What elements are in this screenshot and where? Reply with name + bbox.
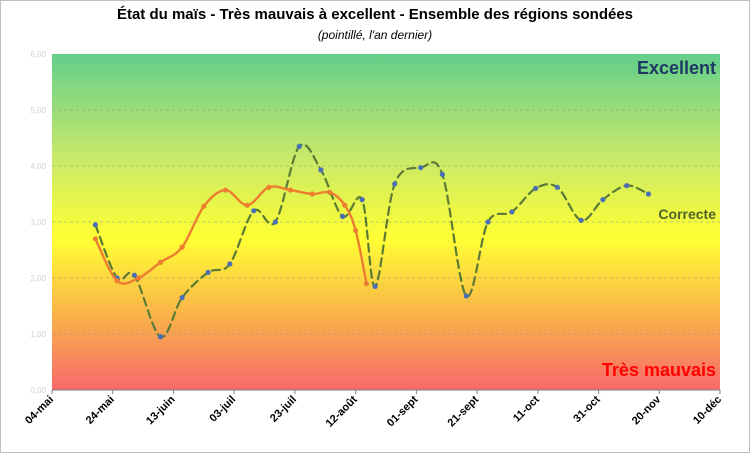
y-tick-label: 3,00	[30, 218, 46, 227]
data-point-last-year	[359, 197, 365, 203]
data-point-current	[157, 259, 164, 265]
data-point-current	[327, 189, 333, 195]
series-line-last-year	[94, 143, 650, 338]
x-axis-ticks: 04-mai 24-mai 13-juin 03-juil 23-juil 12-août…	[23, 390, 724, 430]
y-tick-label: 4,00	[30, 162, 46, 171]
data-point-last-year	[251, 208, 257, 214]
x-tick-label: 24-mai	[84, 394, 117, 427]
data-point-current	[114, 278, 120, 284]
data-point-last-year	[645, 191, 652, 197]
data-point-last-year	[92, 222, 98, 228]
data-point-last-year	[533, 185, 539, 191]
data-point-last-year	[600, 197, 606, 203]
x-tick-label: 20-nov	[630, 393, 664, 427]
data-point-last-year	[485, 219, 491, 225]
x-tick-label: 12-août	[324, 393, 360, 429]
data-point-current	[244, 202, 250, 208]
data-point-current	[201, 203, 207, 209]
x-tick-label: 23-juil	[268, 394, 299, 425]
data-point-last-year	[318, 167, 324, 173]
y-axis-ticks: 0,00 1,00 2,00 3,00 4,00 5,00 6,00	[30, 50, 46, 395]
x-tick-label: 10-déc	[691, 394, 724, 427]
data-point-last-year	[463, 293, 469, 299]
data-point-last-year	[340, 213, 346, 219]
data-point-current	[287, 187, 294, 193]
band-label-excellent: Excellent	[637, 58, 716, 78]
y-tick-label: 2,00	[30, 274, 46, 283]
data-point-current	[266, 184, 272, 190]
data-point-last-year	[131, 272, 138, 278]
series-layer	[92, 143, 652, 340]
data-point-last-year	[157, 334, 164, 340]
data-point-last-year	[509, 209, 515, 215]
data-point-current	[342, 202, 348, 208]
data-point-current	[92, 236, 98, 242]
data-point-last-year	[439, 171, 445, 177]
x-tick-label: 01-sept	[385, 393, 421, 429]
y-tick-label: 6,00	[30, 50, 46, 59]
x-tick-label: 13-juin	[144, 393, 178, 427]
band-label-tres-mauvais: Très mauvais	[602, 360, 716, 380]
data-point-current	[136, 275, 142, 281]
data-point-last-year	[418, 165, 424, 171]
y-tick-label: 0,00	[30, 386, 46, 395]
data-point-last-year	[227, 261, 233, 267]
data-point-last-year	[296, 143, 302, 149]
band-label-correcte: Correcte	[658, 206, 716, 222]
data-point-current	[363, 281, 370, 287]
x-tick-label: 03-juil	[207, 394, 238, 425]
data-point-current	[353, 227, 359, 233]
data-point-last-year	[179, 295, 185, 301]
y-tick-label: 1,00	[30, 330, 46, 339]
data-point-last-year	[624, 183, 630, 189]
data-point-last-year	[205, 269, 211, 275]
x-tick-label: 31-oct	[571, 393, 603, 425]
grid-lines	[52, 109, 720, 391]
data-point-last-year	[392, 181, 398, 187]
data-point-last-year	[554, 184, 560, 190]
chart-title: État du maïs - Très mauvais à excellent …	[116, 6, 634, 23]
data-point-last-year	[372, 283, 378, 289]
chart-subtitle: (pointillé, l'an dernier)	[317, 28, 433, 42]
data-point-current	[222, 187, 229, 193]
x-tick-label: 11-oct	[511, 393, 542, 424]
data-point-last-year	[272, 219, 278, 225]
data-point-current	[309, 191, 315, 197]
x-tick-label: 21-sept	[445, 393, 481, 429]
data-point-current	[179, 244, 185, 250]
data-point-last-year	[578, 217, 584, 223]
x-tick-label: 04-mai	[23, 394, 56, 427]
y-tick-label: 5,00	[30, 106, 46, 115]
